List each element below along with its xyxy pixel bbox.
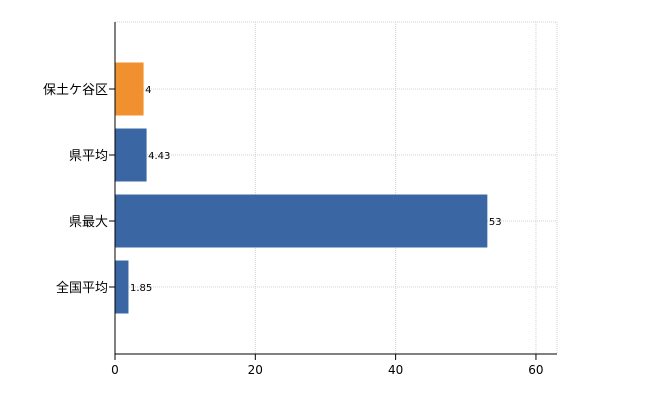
x-tick-label: 20 [248,363,263,377]
category-label: 全国平均 [56,280,108,296]
category-label: 県平均 [69,149,108,164]
x-axis: 0 20 40 60 [111,353,557,377]
value-labels: 4 4.43 53 1.85 [130,85,502,294]
bar [115,128,147,182]
bar-value-label: 4 [145,85,151,96]
bar [115,260,129,314]
grid [115,21,558,354]
bar-value-label: 4.43 [148,151,170,162]
x-tick-label: 0 [111,363,119,377]
bars [115,62,488,314]
category-label: 保土ケ谷区 [43,83,108,98]
bar-value-label: 53 [489,217,502,228]
category-label: 県最大 [69,215,108,230]
x-tick-label: 40 [388,363,403,377]
bar [115,194,488,248]
bar-value-label: 1.85 [130,283,152,294]
x-tick-label: 60 [528,363,543,377]
bar [115,62,144,116]
